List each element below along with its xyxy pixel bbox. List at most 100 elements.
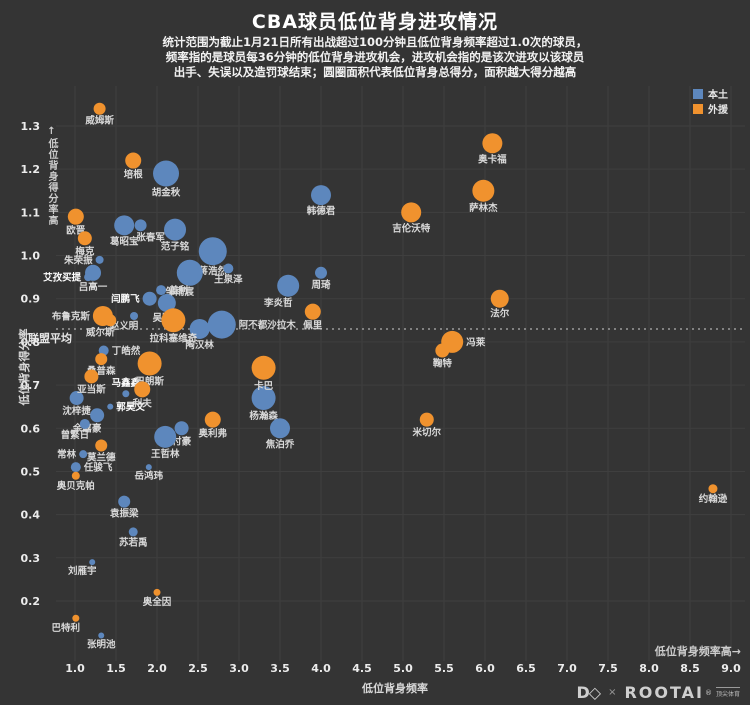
x-tick-label: 7.5: [598, 662, 618, 675]
player-label: 郭昊文: [116, 401, 145, 413]
player-bubble: [122, 390, 130, 398]
legend-item-foreign: 外援: [693, 101, 728, 116]
x-tick-label: 1.5: [106, 662, 126, 675]
legend: 本土 外援: [693, 86, 728, 116]
legend-item-domestic: 本土: [693, 86, 728, 101]
player-label: 艾孜买提: [43, 272, 82, 284]
domestic-swatch-icon: [693, 88, 703, 99]
y-tick-label: 0.2: [21, 595, 41, 608]
subtitle-line-1: 统计范围为截止1月21日所有出战超过100分钟且低位背身频率超过1.0次的球员，: [162, 35, 588, 49]
x-tick-label: 3.0: [229, 662, 249, 675]
player-bubble: [79, 418, 90, 429]
player-label: 阿不都沙拉木: [239, 319, 297, 331]
x-tick-label: 3.5: [270, 662, 290, 675]
player-label: 奥贝克帕: [56, 480, 95, 492]
player-label: 张明池: [87, 639, 116, 651]
player-bubble: [153, 588, 161, 596]
player-bubble: [71, 471, 80, 480]
player-bubble: [118, 495, 131, 508]
x-tick-label: 4.0: [311, 662, 331, 675]
player-label: 马鑫鑫: [112, 377, 141, 389]
player-bubble: [153, 160, 180, 187]
y-tick-label: 0.6: [21, 422, 41, 435]
player-label: 吕高一: [79, 281, 108, 293]
player-label: 焦泊乔: [265, 438, 295, 450]
player-label: 赵义明: [109, 320, 139, 332]
player-bubble: [204, 411, 221, 428]
player-bubble: [401, 202, 422, 223]
league-average-label: 联盟平均: [28, 332, 72, 345]
logo-mark-icon: D◇: [576, 683, 601, 702]
player-label: 付豪: [172, 435, 192, 447]
y-tick-label: 0.4: [21, 509, 41, 522]
player-label: 鞠特: [433, 358, 453, 370]
player-bubble: [198, 237, 227, 266]
y-tick-label: 0.7: [21, 379, 41, 392]
player-bubble: [95, 439, 108, 452]
player-label: 邹雨宸: [165, 286, 195, 298]
annotation-x-high: 低位背身频率高→: [654, 645, 741, 658]
y-tick-label: 1.2: [21, 163, 41, 176]
player-label: 培根: [124, 169, 144, 181]
player-bubble: [164, 218, 187, 241]
player-bubble: [104, 314, 117, 327]
player-label: 威姆斯: [85, 115, 114, 127]
player-label: 范子铭: [161, 241, 190, 253]
player-bubble: [490, 289, 509, 308]
player-bubble: [95, 353, 108, 366]
player-bubble: [145, 464, 152, 471]
player-bubble: [189, 318, 210, 339]
player-label: 法尔: [490, 308, 510, 320]
player-label: 威尔斯: [86, 326, 115, 338]
y-tick-label: 0.5: [21, 465, 41, 478]
player-label: 拉科塞维奇: [150, 332, 198, 344]
player-label: 萨林杰: [469, 202, 498, 214]
player-label: 米切尔: [412, 427, 442, 439]
player-bubble: [161, 308, 186, 333]
player-bubble: [156, 285, 167, 296]
player-label: 朱荣振: [63, 254, 93, 266]
player-bubble: [174, 421, 189, 436]
player-bubble: [270, 418, 290, 439]
player-label: 利夫: [132, 397, 153, 409]
player-label: 布鲁克斯: [51, 310, 91, 322]
player-label: 约翰逊: [699, 493, 728, 505]
player-bubble: [69, 391, 84, 406]
player-label: 巴特利: [52, 622, 81, 634]
x-tick-label: 5.5: [434, 662, 454, 675]
subtitle-line-2: 频率指的是球员每36分钟的低位背身进攻机会，进攻机会指的是该次进攻以该球员: [165, 50, 585, 64]
logo-subtext: 顶尖体育: [715, 687, 740, 698]
player-bubble: [89, 559, 96, 566]
player-bubble: [251, 355, 276, 380]
player-label: 常林: [57, 449, 77, 461]
player-bubble: [134, 219, 147, 232]
y-axis-title: 低位背身得分率: [18, 328, 31, 406]
player-label: 任骏飞: [83, 462, 113, 474]
y-tick-label: 0.8: [21, 336, 41, 349]
legend-label-domestic: 本土: [708, 90, 728, 101]
player-label: 盖利: [169, 285, 188, 297]
logo-brand: ROOTAI: [624, 683, 704, 702]
y-tick-label: 1.0: [21, 250, 41, 263]
player-bubble: [72, 614, 80, 622]
player-label: 冯莱: [466, 336, 486, 348]
player-bubble: [315, 266, 327, 279]
player-bubble: [84, 369, 99, 384]
player-bubble: [472, 179, 495, 202]
player-bubble: [93, 102, 106, 115]
player-label: 岳鸿玮: [135, 470, 164, 482]
player-bubble: [142, 291, 157, 306]
annotation-y-high: ↑低位背身得分率高: [46, 126, 57, 226]
player-bubble: [67, 208, 84, 225]
player-bubble: [137, 351, 162, 376]
player-label: 苏若禹: [119, 536, 148, 548]
player-label: 胡金秋: [152, 186, 181, 198]
player-bubble: [90, 408, 105, 423]
player-label: 佩里: [303, 320, 323, 332]
player-bubble: [708, 484, 718, 494]
player-label: 袁振梁: [109, 508, 139, 520]
x-tick-label: 5.0: [393, 662, 413, 675]
player-label: 周琦: [311, 279, 331, 291]
